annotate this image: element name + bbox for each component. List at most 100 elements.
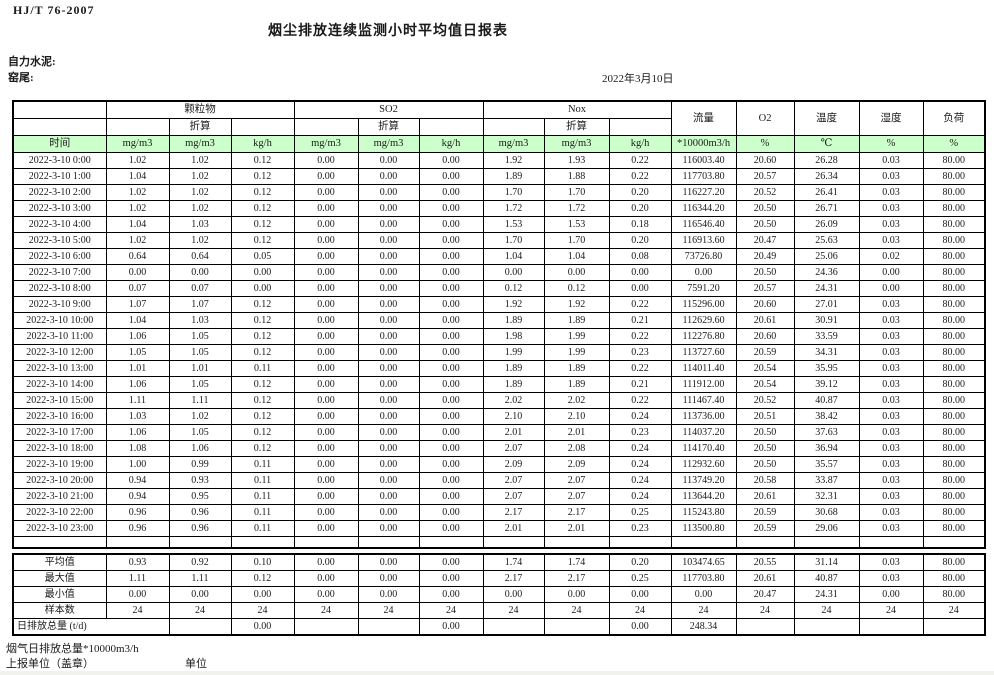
value-cell: 0.00 <box>293 376 359 393</box>
unit-cell: mg/m3 <box>543 135 610 153</box>
value-cell: 0.08 <box>608 248 672 265</box>
value-cell: 2.07 <box>482 472 545 489</box>
value-cell: 26.28 <box>793 152 860 169</box>
value-cell: 80.00 <box>922 472 986 489</box>
value-cell: 0.00 <box>357 424 420 441</box>
data-row: 2022-3-10 6:00 0.64 0.64 0.05 0.00 0.00 0.00 1.… <box>12 248 986 265</box>
value-cell: 0.12 <box>230 216 295 233</box>
value-cell: 0.12 <box>230 569 295 587</box>
value-cell: 1.88 <box>543 168 610 185</box>
value-cell: 0.00 <box>608 617 672 635</box>
value-cell: 24 <box>168 601 232 619</box>
value-cell: 0.21 <box>608 376 672 393</box>
value-cell: 1.92 <box>543 296 610 313</box>
data-row: 2022-3-10 13:00 1.01 1.01 0.11 0.00 0.00 0.00 1… <box>12 360 986 377</box>
value-cell: 0.20 <box>608 232 672 249</box>
header-blank-cell <box>12 100 107 119</box>
value-cell: 40.87 <box>793 392 860 409</box>
value-cell: 80.00 <box>922 200 986 217</box>
time-cell: 2022-3-10 0:00 <box>12 152 107 169</box>
value-cell: 80.00 <box>922 504 986 521</box>
value-cell: 2.01 <box>482 520 545 537</box>
value-cell: 1.70 <box>482 232 545 249</box>
value-cell: 1.72 <box>543 200 610 217</box>
value-cell: 1.11 <box>168 392 232 409</box>
value-cell: 1.01 <box>168 360 232 377</box>
value-cell: 112629.60 <box>670 312 737 329</box>
value-cell: 0.00 <box>168 585 232 603</box>
value-cell: 24 <box>670 601 737 619</box>
value-cell: 0.03 <box>858 216 924 233</box>
value-cell: 2.07 <box>543 472 610 489</box>
value-cell: 1.06 <box>168 440 232 457</box>
value-cell: 1.92 <box>482 152 545 169</box>
value-cell: 1.06 <box>105 376 170 393</box>
value-cell: 0.00 <box>357 312 420 329</box>
data-rows: 2022-3-10 0:00 1.02 1.02 0.12 0.00 0.00 0.00 1.… <box>12 152 986 548</box>
value-cell: 20.57 <box>735 168 795 185</box>
value-cell: 1.89 <box>482 360 545 377</box>
value-cell: 0.00 <box>293 264 359 281</box>
value-cell: 20.51 <box>735 408 795 425</box>
value-cell: 24 <box>418 601 484 619</box>
time-cell: 2022-3-10 17:00 <box>12 424 107 441</box>
value-cell: 0.00 <box>357 280 420 297</box>
value-cell: 0.22 <box>608 360 672 377</box>
data-row: 2022-3-10 2:00 1.02 1.02 0.12 0.00 0.00 0.00 1.… <box>12 184 986 201</box>
value-cell: 1.00 <box>105 456 170 473</box>
header-blank-cell <box>418 118 484 136</box>
value-cell: 115296.00 <box>670 296 737 313</box>
value-cell: 26.41 <box>793 184 860 201</box>
column-header-load: 负荷 <box>922 100 986 136</box>
data-row: 2022-3-10 18:00 1.08 1.06 0.12 0.00 0.00 0.00 2… <box>12 440 986 457</box>
value-cell: 20.61 <box>735 312 795 329</box>
value-cell: 0.12 <box>230 168 295 185</box>
value-cell: 1.02 <box>168 200 232 217</box>
value-cell: 2.09 <box>543 456 610 473</box>
value-cell: 24 <box>858 601 924 619</box>
value-cell: 0.12 <box>230 392 295 409</box>
value-cell: 24 <box>543 601 610 619</box>
value-cell: 0.00 <box>418 585 484 603</box>
value-cell: 0.12 <box>230 232 295 249</box>
value-cell: 114037.20 <box>670 424 737 441</box>
value-cell: 0.00 <box>357 376 420 393</box>
value-cell: 113749.20 <box>670 472 737 489</box>
value-cell: 20.50 <box>735 456 795 473</box>
unit-cell: mg/m3 <box>168 135 232 153</box>
value-cell: 0.00 <box>293 456 359 473</box>
value-cell: 0.00 <box>293 472 359 489</box>
value-cell: 0.00 <box>105 585 170 603</box>
value-cell: 0.00 <box>357 200 420 217</box>
value-cell: 0.00 <box>293 312 359 329</box>
value-cell: 0.00 <box>357 440 420 457</box>
value-cell: 0.11 <box>230 488 295 505</box>
value-cell: 25.63 <box>793 232 860 249</box>
value-cell: 0.00 <box>293 216 359 233</box>
value-cell: 20.50 <box>735 200 795 217</box>
value-cell: 0.11 <box>230 360 295 377</box>
value-cell: 0.00 <box>418 488 484 505</box>
value-cell: 0.11 <box>230 472 295 489</box>
time-cell: 2022-3-10 14:00 <box>12 376 107 393</box>
empty-cell <box>670 536 737 548</box>
value-cell: 39.12 <box>793 376 860 393</box>
value-cell: 0.03 <box>858 312 924 329</box>
value-cell: 0.00 <box>293 424 359 441</box>
value-cell: 0.11 <box>230 504 295 521</box>
value-cell: 2.10 <box>482 408 545 425</box>
value-cell: 0.03 <box>858 376 924 393</box>
value-cell: 0.00 <box>418 152 484 169</box>
header-blank-cell <box>482 118 545 136</box>
value-cell: 0.00 <box>357 520 420 537</box>
empty-row <box>12 536 986 548</box>
value-cell: 0.00 <box>482 264 545 281</box>
header-group-row: 颗粒物 SO2 Nox 流量 O2 温度 湿度 负荷 <box>12 100 986 136</box>
value-cell: 80.00 <box>922 232 986 249</box>
group-header-so2: SO2 <box>293 100 484 119</box>
value-cell: 0.00 <box>418 184 484 201</box>
value-cell: 1.99 <box>543 344 610 361</box>
time-cell: 2022-3-10 8:00 <box>12 280 107 297</box>
header-blank-cell <box>230 118 295 136</box>
value-cell: 1.05 <box>168 328 232 345</box>
